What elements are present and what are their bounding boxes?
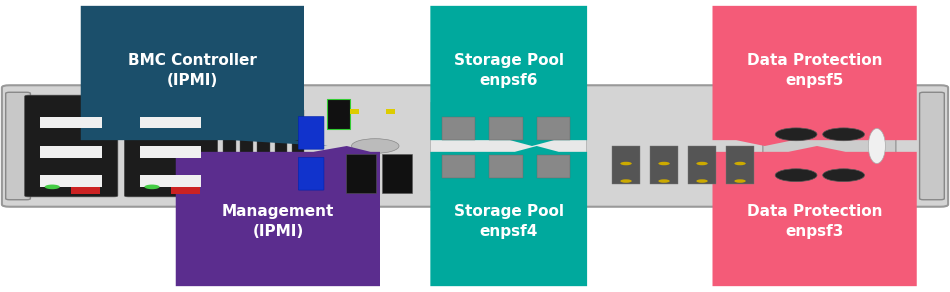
Circle shape — [658, 162, 670, 165]
Bar — [386, 110, 395, 114]
Circle shape — [734, 179, 746, 183]
Bar — [71, 187, 100, 194]
FancyBboxPatch shape — [25, 95, 118, 197]
Bar — [292, 110, 304, 128]
FancyBboxPatch shape — [430, 102, 586, 190]
Bar — [257, 168, 270, 187]
Polygon shape — [430, 146, 587, 286]
FancyBboxPatch shape — [612, 146, 640, 184]
FancyBboxPatch shape — [6, 92, 30, 200]
Bar — [40, 175, 102, 187]
FancyBboxPatch shape — [763, 93, 896, 199]
FancyBboxPatch shape — [920, 92, 944, 200]
Text: Data Protection
enpsf5: Data Protection enpsf5 — [747, 53, 883, 88]
Ellipse shape — [868, 128, 885, 164]
Bar — [442, 117, 475, 140]
Polygon shape — [430, 6, 587, 146]
Bar — [489, 117, 522, 140]
Text: Storage Pool
enpsf6: Storage Pool enpsf6 — [454, 53, 563, 88]
FancyBboxPatch shape — [298, 117, 324, 149]
Bar — [489, 155, 522, 178]
Bar — [140, 146, 201, 158]
Circle shape — [734, 162, 746, 165]
Bar — [537, 155, 570, 178]
Polygon shape — [712, 146, 917, 286]
Polygon shape — [712, 6, 917, 146]
Circle shape — [45, 185, 60, 189]
Bar — [240, 168, 253, 187]
Bar — [240, 139, 253, 158]
FancyBboxPatch shape — [250, 157, 294, 193]
FancyBboxPatch shape — [298, 157, 324, 190]
Bar — [275, 139, 287, 158]
Circle shape — [696, 179, 708, 183]
Bar — [40, 117, 102, 128]
Bar — [140, 175, 201, 187]
Bar — [292, 139, 304, 158]
FancyBboxPatch shape — [726, 146, 754, 184]
Circle shape — [658, 179, 670, 183]
FancyBboxPatch shape — [2, 85, 948, 207]
Text: Management
(IPMI): Management (IPMI) — [221, 204, 334, 239]
Circle shape — [823, 128, 865, 141]
Bar — [292, 168, 304, 187]
Bar — [275, 110, 287, 128]
Bar — [171, 187, 200, 194]
Bar — [240, 110, 253, 128]
Circle shape — [823, 169, 865, 182]
FancyBboxPatch shape — [346, 154, 376, 193]
Bar — [223, 110, 236, 128]
Text: BMC Controller
(IPMI): BMC Controller (IPMI) — [128, 53, 256, 88]
Bar — [442, 155, 475, 178]
FancyBboxPatch shape — [382, 154, 412, 193]
FancyBboxPatch shape — [327, 99, 350, 129]
FancyBboxPatch shape — [124, 95, 218, 197]
Bar — [223, 168, 236, 187]
Text: Data Protection
enpsf3: Data Protection enpsf3 — [747, 204, 883, 239]
Bar — [140, 117, 201, 128]
Circle shape — [696, 162, 708, 165]
Circle shape — [144, 185, 160, 189]
Bar — [275, 168, 287, 187]
Bar — [537, 117, 570, 140]
Bar — [257, 110, 270, 128]
Circle shape — [352, 139, 399, 153]
Polygon shape — [81, 6, 328, 146]
Circle shape — [775, 169, 817, 182]
Bar — [223, 139, 236, 158]
Bar — [350, 110, 359, 114]
Text: Storage Pool
enpsf4: Storage Pool enpsf4 — [454, 204, 563, 239]
Circle shape — [620, 162, 632, 165]
FancyBboxPatch shape — [688, 146, 716, 184]
Bar — [40, 146, 102, 158]
Polygon shape — [176, 146, 380, 286]
FancyBboxPatch shape — [650, 146, 678, 184]
Circle shape — [775, 128, 817, 141]
Circle shape — [620, 179, 632, 183]
Bar — [257, 139, 270, 158]
